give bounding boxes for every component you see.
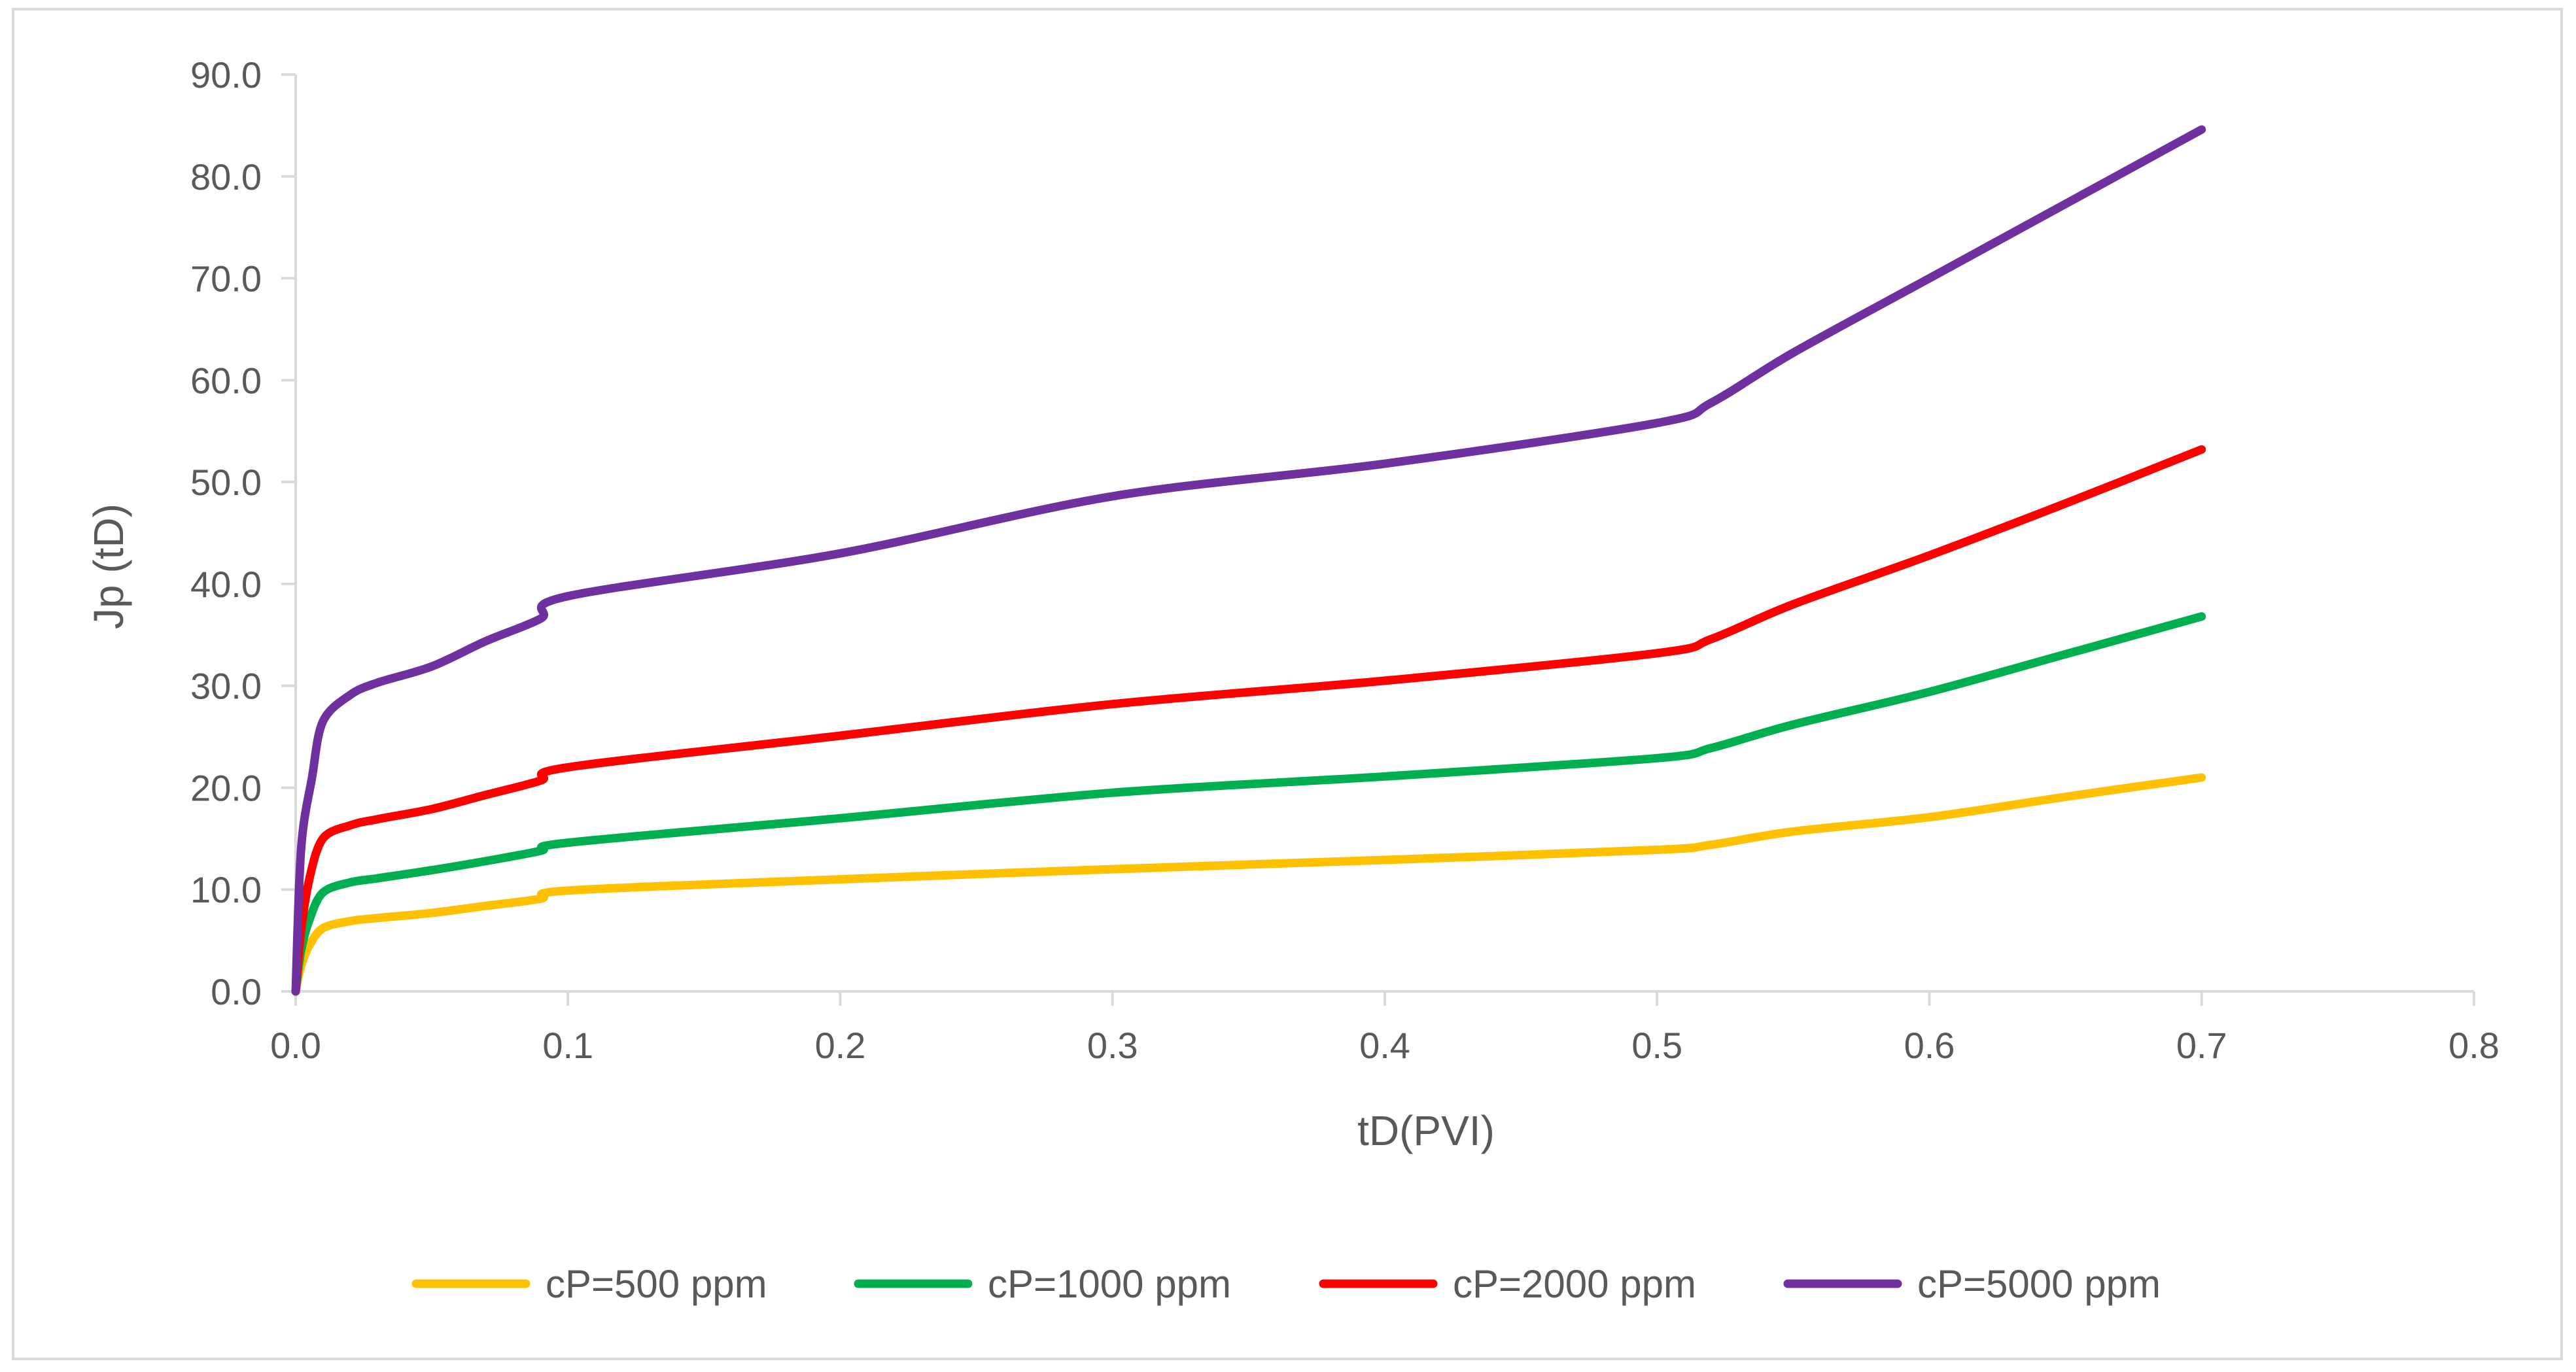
x-tick-label: 0.8 <box>2448 1025 2499 1066</box>
x-tick-label: 0.7 <box>2176 1025 2227 1066</box>
x-tick-label: 0.4 <box>1359 1025 1410 1066</box>
legend-label: cP=5000 ppm <box>1917 1262 2161 1306</box>
tick-labels: 0.0 10.0 20.0 30.0 40.0 50.0 60.0 70.0 80.0 90.0 0… <box>190 54 2499 1066</box>
x-tick-label: 0.6 <box>1904 1025 1955 1066</box>
y-tick-label: 40.0 <box>190 564 262 605</box>
y-tick-label: 20.0 <box>190 767 262 808</box>
legend-label: cP=2000 ppm <box>1453 1262 1696 1306</box>
y-tick-label: 30.0 <box>190 666 262 707</box>
series-line-cp-500-ppm <box>291 773 2206 996</box>
chart-frame: 0.0 10.0 20.0 30.0 40.0 50.0 60.0 70.0 80.0 90.0 0… <box>12 8 2563 1360</box>
x-tick-label: 0.3 <box>1087 1025 1138 1066</box>
y-tick-label: 50.0 <box>190 462 262 503</box>
legend: cP=500 ppm cP=1000 ppm cP=2000 ppm cP=5000 … <box>411 1262 2161 1306</box>
x-tick-label: 0.1 <box>542 1025 593 1066</box>
x-tick-label: 0.0 <box>270 1025 321 1066</box>
axes <box>281 73 2475 1006</box>
series-lines <box>291 125 2206 996</box>
x-axis-title: tD(PVI) <box>1357 1107 1495 1154</box>
y-tick-label: 80.0 <box>190 156 262 197</box>
chart-svg: 0.0 10.0 20.0 30.0 40.0 50.0 60.0 70.0 80.0 90.0 0… <box>85 54 2499 1306</box>
x-tick-label: 0.2 <box>815 1025 866 1066</box>
y-tick-label: 60.0 <box>190 360 262 401</box>
y-tick-label: 70.0 <box>190 258 262 300</box>
y-tick-label: 0.0 <box>211 971 262 1012</box>
series-line-cp-1000-ppm <box>291 612 2206 996</box>
y-axis-title: Jp (tD) <box>85 504 132 629</box>
series-line-cp-2000-ppm <box>291 445 2206 996</box>
legend-label: cP=1000 ppm <box>988 1262 1231 1306</box>
series-line-cp-5000-ppm <box>291 125 2206 996</box>
legend-label: cP=500 ppm <box>546 1262 767 1306</box>
y-tick-label: 90.0 <box>190 54 262 95</box>
x-tick-label: 0.5 <box>1631 1025 1682 1066</box>
y-tick-label: 10.0 <box>190 869 262 910</box>
